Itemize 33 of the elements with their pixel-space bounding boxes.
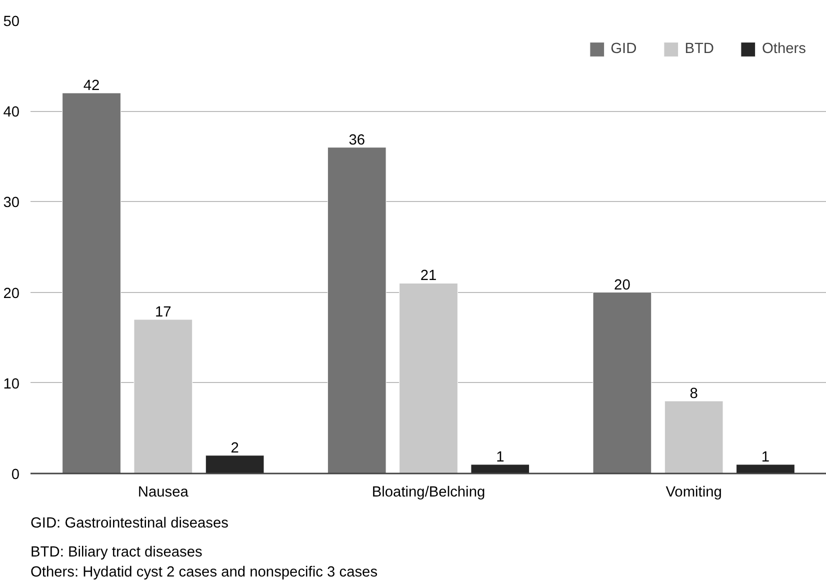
- data-label: 42: [83, 78, 100, 94]
- data-label: 21: [420, 268, 437, 284]
- x-tick-label: Bloating/Belching: [372, 484, 486, 500]
- bar: [62, 92, 121, 474]
- text: GID: Gastrointestinal diseases: [30, 516, 228, 532]
- legend-label: Others: [762, 41, 806, 57]
- legend-label: BTD: [684, 41, 714, 57]
- y-tick-label: 30: [3, 195, 20, 212]
- data-label: 20: [614, 277, 630, 294]
- y-tick-label: 0: [11, 467, 20, 483]
- data-label: 1: [761, 449, 770, 466]
- bar: [399, 282, 458, 474]
- bar: [134, 319, 193, 474]
- bar: [664, 400, 724, 474]
- y-tick-label: 50: [3, 14, 20, 30]
- bar: [205, 455, 264, 474]
- bar: [592, 292, 652, 474]
- data-label: 36: [348, 132, 366, 148]
- y-tick-label: 40: [3, 104, 20, 121]
- legend-label: GID: [610, 41, 637, 57]
- x-tick-label: Vomiting: [666, 484, 722, 500]
- x-tick-label: Nausea: [138, 484, 190, 500]
- bar: [470, 464, 530, 474]
- y-tick-label: 10: [3, 376, 20, 392]
- data-label: 1: [496, 449, 504, 466]
- text: Others: Hydatid cyst 2 cases and nonspecific 3 cases: [30, 564, 378, 580]
- data-label: 8: [690, 386, 698, 402]
- data-label: 17: [155, 304, 172, 320]
- text: BTD: Biliary tract diseases: [30, 544, 202, 560]
- bar: [736, 464, 795, 474]
- data-label: 2: [230, 440, 239, 456]
- bar: [327, 147, 386, 474]
- y-tick-label: 20: [3, 286, 20, 302]
